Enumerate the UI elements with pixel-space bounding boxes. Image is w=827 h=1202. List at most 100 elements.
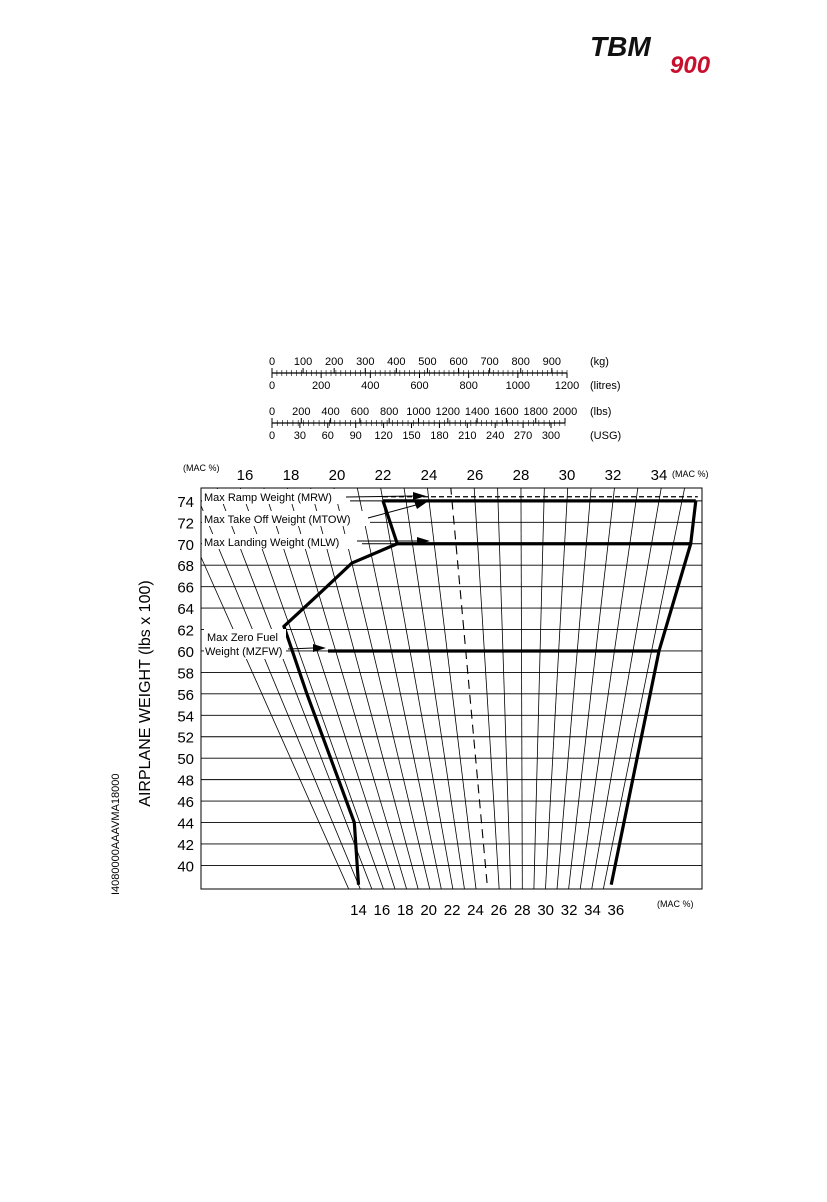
mac-line	[556, 488, 592, 889]
scale-label: 1200	[436, 406, 460, 418]
top-mac-label: 22	[375, 467, 392, 484]
bottom-mac-label: 36	[608, 902, 625, 919]
y-tick-label: 62	[177, 623, 194, 640]
scale-label: 60	[322, 430, 334, 442]
scale-label: 400	[387, 356, 405, 368]
top-left-mac-unit: (MAC %)	[183, 463, 220, 473]
scale-unit: (kg)	[590, 356, 609, 368]
y-tick-label: 54	[177, 708, 194, 725]
scale-unit: (litres)	[590, 380, 621, 392]
top-mac-label: 20	[329, 467, 346, 484]
y-tick-label: 70	[177, 537, 194, 554]
bottom-mac-label: 24	[467, 902, 484, 919]
y-tick-label: 42	[177, 837, 194, 854]
mzfw-label-bg	[204, 629, 286, 659]
tbm-900-logo: TBM 900	[590, 30, 750, 75]
scale-label: 0	[269, 406, 275, 418]
top-mac-label: 34	[651, 467, 668, 484]
bottom-mac-label: 16	[374, 902, 391, 919]
scale-label: 90	[350, 430, 362, 442]
bottom-mac-label: 26	[491, 902, 508, 919]
scale-label: 200	[312, 380, 330, 392]
scale-label: 400	[321, 406, 339, 418]
y-tick-label: 56	[177, 687, 194, 704]
scale-label: 600	[449, 356, 467, 368]
y-tick-label: 68	[177, 558, 194, 575]
mtow-label-bg	[202, 511, 370, 526]
scale-label: 1800	[523, 406, 547, 418]
mlw-label: Max Landing Weight (MLW)	[204, 537, 339, 549]
bottom-mac-label: 34	[584, 902, 601, 919]
scale-label: 240	[486, 430, 504, 442]
scale-label: 500	[418, 356, 436, 368]
mrw-label-bg	[202, 489, 350, 504]
mac-line	[473, 488, 500, 889]
bottom-mac-unit: (MAC %)	[657, 899, 694, 909]
mrw-label: Max Ramp Weight (MRW)	[204, 492, 332, 504]
mzfw-label-line2: Weight (MZFW)	[205, 646, 282, 658]
y-tick-label: 44	[177, 816, 194, 833]
scale-unit: (USG)	[590, 430, 621, 442]
bottom-mac-label: 30	[537, 902, 554, 919]
scale-label: 600	[351, 406, 369, 418]
mtow-arrow-line	[367, 504, 417, 519]
scale-unit: (lbs)	[590, 406, 611, 418]
scale-label: 300	[542, 430, 560, 442]
scale-label: 1400	[465, 406, 489, 418]
scale-label: 0	[269, 430, 275, 442]
mac-line	[427, 488, 477, 889]
scale-label: 270	[514, 430, 532, 442]
top-right-mac-unit: (MAC %)	[672, 469, 709, 479]
scale-label: 800	[512, 356, 530, 368]
top-mac-label: 32	[605, 467, 622, 484]
top-mac-label: 30	[559, 467, 576, 484]
mtow-label: Max Take Off Weight (MTOW)	[204, 514, 351, 526]
mac-line	[602, 488, 686, 889]
scale-label: 600	[410, 380, 428, 392]
scale-label: 120	[374, 430, 392, 442]
mac-line	[579, 488, 639, 889]
envelope-aft-limit	[609, 500, 698, 886]
scale-label: 1000	[506, 380, 530, 392]
y-tick-label: 72	[177, 515, 194, 532]
scale-label: 1200	[555, 380, 579, 392]
mac-line	[497, 488, 512, 889]
top-mac-label: 24	[421, 467, 438, 484]
scale-label: 30	[294, 430, 306, 442]
plot-frame	[200, 487, 703, 890]
scale-label: 300	[356, 356, 374, 368]
y-tick-label: 48	[177, 773, 194, 790]
top-mac-label: 26	[467, 467, 484, 484]
mac-line	[520, 488, 523, 889]
scale-label: 180	[430, 430, 448, 442]
bottom-mac-label: 14	[350, 902, 367, 919]
y-tick-label: 52	[177, 730, 194, 747]
scale-label: 900	[543, 356, 561, 368]
mlw-label-bg	[202, 534, 362, 549]
scale-label: 800	[459, 380, 477, 392]
mac-line	[591, 488, 662, 889]
mac-line	[380, 488, 454, 889]
scale-label: 150	[402, 430, 420, 442]
y-tick-label: 50	[177, 751, 194, 768]
mac-line	[545, 488, 569, 889]
scale-label: 400	[361, 380, 379, 392]
y-tick-label: 66	[177, 580, 194, 597]
y-tick-label: 64	[177, 601, 194, 618]
y-tick-label: 58	[177, 665, 194, 682]
mzfw-arrow-line	[287, 647, 314, 650]
mrw-arrowhead	[413, 492, 426, 500]
y-tick-label: 60	[177, 644, 194, 661]
mac-line	[568, 488, 615, 889]
y-tick-label: 46	[177, 794, 194, 811]
scale-label: 0	[269, 380, 275, 392]
scale-label: 700	[480, 356, 498, 368]
y-tick-label: 74	[177, 494, 194, 511]
scale-label: 1600	[494, 406, 518, 418]
envelope-forward-limit	[282, 500, 400, 885]
bottom-mac-label: 22	[444, 902, 461, 919]
scale-label: 800	[380, 406, 398, 418]
bottom-mac-label: 18	[397, 902, 414, 919]
mzfw-label-line1: Max Zero Fuel	[207, 632, 278, 644]
